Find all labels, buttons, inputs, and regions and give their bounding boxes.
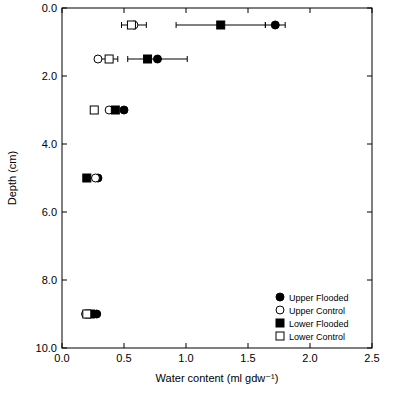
error-cap [121,22,122,28]
point [217,21,225,29]
legend-label: Lower Control [289,332,345,342]
y-tick [62,8,67,9]
error-cap [285,22,286,28]
x-tick-label: 0.5 [116,352,131,364]
y-tick [367,212,372,213]
legend-marker [276,332,284,340]
y-tick-label: 2.0 [42,70,57,82]
y-tick [367,144,372,145]
x-tick-label: 1.5 [240,352,255,364]
y-tick [62,144,67,145]
y-axis-label: Depth (cm) [6,151,18,205]
point [83,174,91,182]
error-cap [265,22,266,28]
y-tick [367,280,372,281]
error-cap [176,22,177,28]
y-tick-label: 6.0 [42,206,57,218]
x-tick [186,8,187,13]
x-tick [248,8,249,13]
y-tick [367,8,372,9]
legend-label: Upper Control [289,306,345,316]
error-bar [122,22,147,28]
x-tick [124,343,125,348]
error-bar [265,22,285,28]
legend-marker [276,293,284,301]
plot-frame [62,8,372,348]
error-cap [146,22,147,28]
x-tick [62,8,63,13]
series [128,22,285,62]
legend: Upper Flooded Upper Control Lower Flooded L… [276,293,349,342]
error-bar [100,56,117,62]
point [144,55,152,63]
y-tick [367,76,372,77]
series [100,56,117,62]
x-tick [310,343,311,348]
error-bar [128,56,188,62]
x-tick [372,343,373,348]
point [127,21,135,29]
error-cap [265,22,266,28]
x-tick [124,8,125,13]
chart: 0.00.51.01.52.02.50.02.04.06.08.010.0Wat… [0,0,400,394]
y-tick [62,212,67,213]
point [90,106,98,114]
y-tick-label: 10.0 [36,342,57,354]
data-area [82,21,286,318]
point [271,21,279,29]
legend-label: Lower Flooded [289,319,349,329]
x-tick [310,8,311,13]
y-tick-label: 4.0 [42,138,57,150]
x-tick [62,343,63,348]
point [105,55,113,63]
y-tick [62,348,67,349]
point [83,310,91,318]
error-cap [187,56,188,62]
point [120,106,128,114]
error-cap [117,56,118,62]
x-tick [248,343,249,348]
y-tick [62,76,67,77]
x-tick-label: 2.5 [364,352,379,364]
y-tick-label: 8.0 [42,274,57,286]
point [91,174,99,182]
point [94,55,102,63]
series [176,22,265,28]
series [122,22,147,28]
point [153,55,161,63]
legend-label: Upper Flooded [289,293,349,303]
point [111,106,119,114]
y-tick [367,348,372,349]
x-tick-label: 2.0 [302,352,317,364]
error-cap [127,56,128,62]
x-tick [186,343,187,348]
x-tick [372,8,373,13]
y-tick [62,280,67,281]
legend-marker [276,306,284,314]
y-tick-label: 0.0 [42,2,57,14]
x-axis-label: Water content (ml gdw⁻¹) [156,372,279,384]
x-tick-label: 1.0 [178,352,193,364]
error-bar [176,22,265,28]
legend-marker [276,319,284,327]
